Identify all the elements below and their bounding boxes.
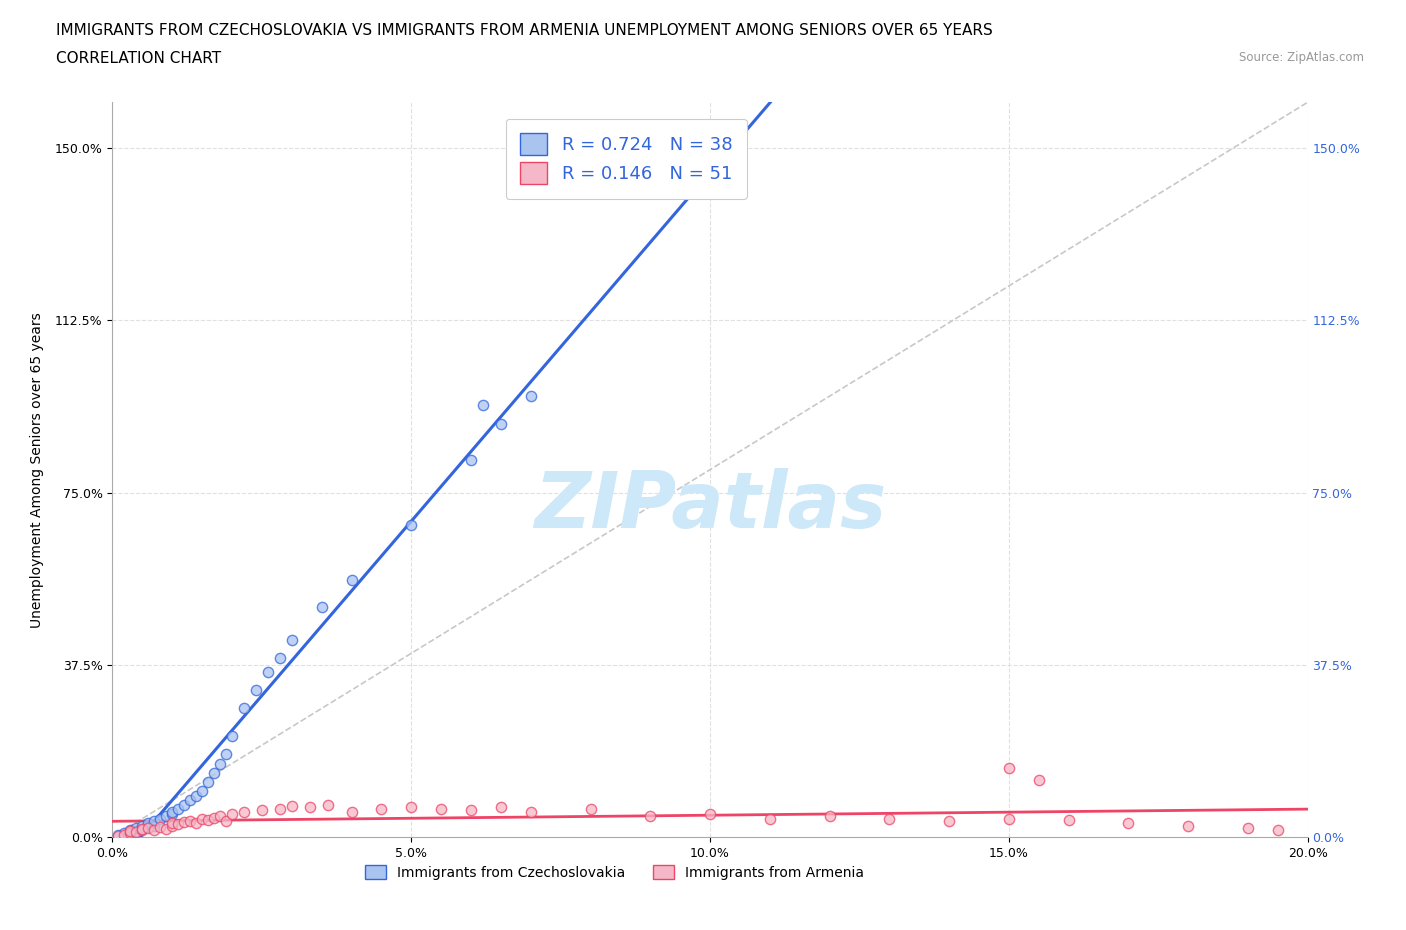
Point — [1237, 820, 1260, 835]
Y-axis label: Unemployment Among Seniors over 65 years: Unemployment Among Seniors over 65 years — [30, 312, 44, 628]
Point — [120, 826, 142, 841]
Point — [149, 811, 172, 826]
Point — [460, 803, 482, 817]
Point — [1057, 812, 1080, 827]
Point — [173, 797, 195, 812]
Point — [143, 818, 166, 833]
Point — [269, 650, 291, 665]
Point — [209, 756, 232, 771]
Point — [489, 417, 512, 432]
Point — [401, 517, 423, 532]
Point — [233, 804, 256, 819]
Point — [460, 453, 482, 468]
Point — [131, 823, 153, 838]
Point — [114, 826, 135, 841]
Point — [640, 809, 662, 824]
Point — [340, 572, 363, 588]
Text: CORRELATION CHART: CORRELATION CHART — [56, 51, 221, 66]
Point — [1118, 816, 1140, 830]
Point — [938, 814, 960, 829]
Point — [269, 801, 291, 816]
Point — [281, 798, 304, 813]
Point — [138, 819, 160, 834]
Point — [209, 809, 232, 824]
Point — [120, 824, 142, 839]
Point — [125, 825, 148, 840]
Point — [281, 632, 304, 647]
Point — [257, 664, 280, 679]
Point — [245, 683, 267, 698]
Point — [191, 784, 214, 799]
Point — [215, 814, 238, 829]
Point — [818, 809, 841, 824]
Point — [401, 800, 423, 815]
Point — [221, 728, 243, 743]
Point — [998, 761, 1021, 776]
Point — [162, 804, 183, 819]
Point — [197, 775, 219, 790]
Point — [120, 823, 142, 838]
Point — [1177, 818, 1199, 833]
Point — [191, 811, 214, 826]
Text: ZIPatlas: ZIPatlas — [534, 469, 886, 544]
Legend: R = 0.724   N = 38, R = 0.146   N = 51: R = 0.724 N = 38, R = 0.146 N = 51 — [506, 119, 747, 199]
Text: IMMIGRANTS FROM CZECHOSLOVAKIA VS IMMIGRANTS FROM ARMENIA UNEMPLOYMENT AMONG SEN: IMMIGRANTS FROM CZECHOSLOVAKIA VS IMMIGR… — [56, 23, 993, 38]
Point — [162, 816, 183, 830]
Point — [879, 811, 901, 826]
Point — [131, 821, 153, 836]
Point — [311, 600, 333, 615]
Point — [197, 812, 219, 827]
Point — [114, 828, 135, 843]
Point — [759, 811, 782, 826]
Point — [131, 818, 153, 833]
Point — [143, 823, 166, 838]
Point — [107, 828, 129, 843]
Point — [162, 806, 183, 821]
Point — [143, 814, 166, 829]
Point — [579, 802, 602, 817]
Point — [233, 701, 256, 716]
Point — [167, 802, 190, 817]
Text: Source: ZipAtlas.com: Source: ZipAtlas.com — [1239, 51, 1364, 64]
Point — [1267, 823, 1289, 838]
Point — [489, 800, 512, 815]
Point — [250, 803, 273, 817]
Point — [155, 821, 177, 836]
Point — [520, 389, 543, 404]
Point — [167, 817, 190, 831]
Point — [107, 829, 129, 844]
Point — [120, 825, 142, 840]
Point — [340, 804, 363, 819]
Point — [179, 792, 201, 807]
Point — [162, 818, 183, 833]
Point — [520, 804, 543, 819]
Point — [149, 819, 172, 834]
Point — [125, 824, 148, 839]
Point — [472, 398, 495, 413]
Point — [430, 802, 453, 817]
Point — [215, 747, 238, 762]
Point — [221, 806, 243, 821]
Point — [138, 820, 160, 835]
Point — [699, 806, 721, 821]
Point — [298, 800, 321, 815]
Point — [1028, 772, 1050, 787]
Point — [155, 809, 177, 824]
Point — [131, 821, 153, 836]
Point — [370, 802, 392, 817]
Point — [138, 816, 160, 830]
Point — [998, 811, 1021, 826]
Point — [125, 820, 148, 835]
Point — [179, 814, 201, 829]
Point — [173, 815, 195, 830]
Point — [186, 789, 208, 804]
Point — [202, 765, 225, 780]
Point — [202, 810, 225, 825]
Point — [316, 797, 339, 812]
Point — [186, 816, 208, 830]
